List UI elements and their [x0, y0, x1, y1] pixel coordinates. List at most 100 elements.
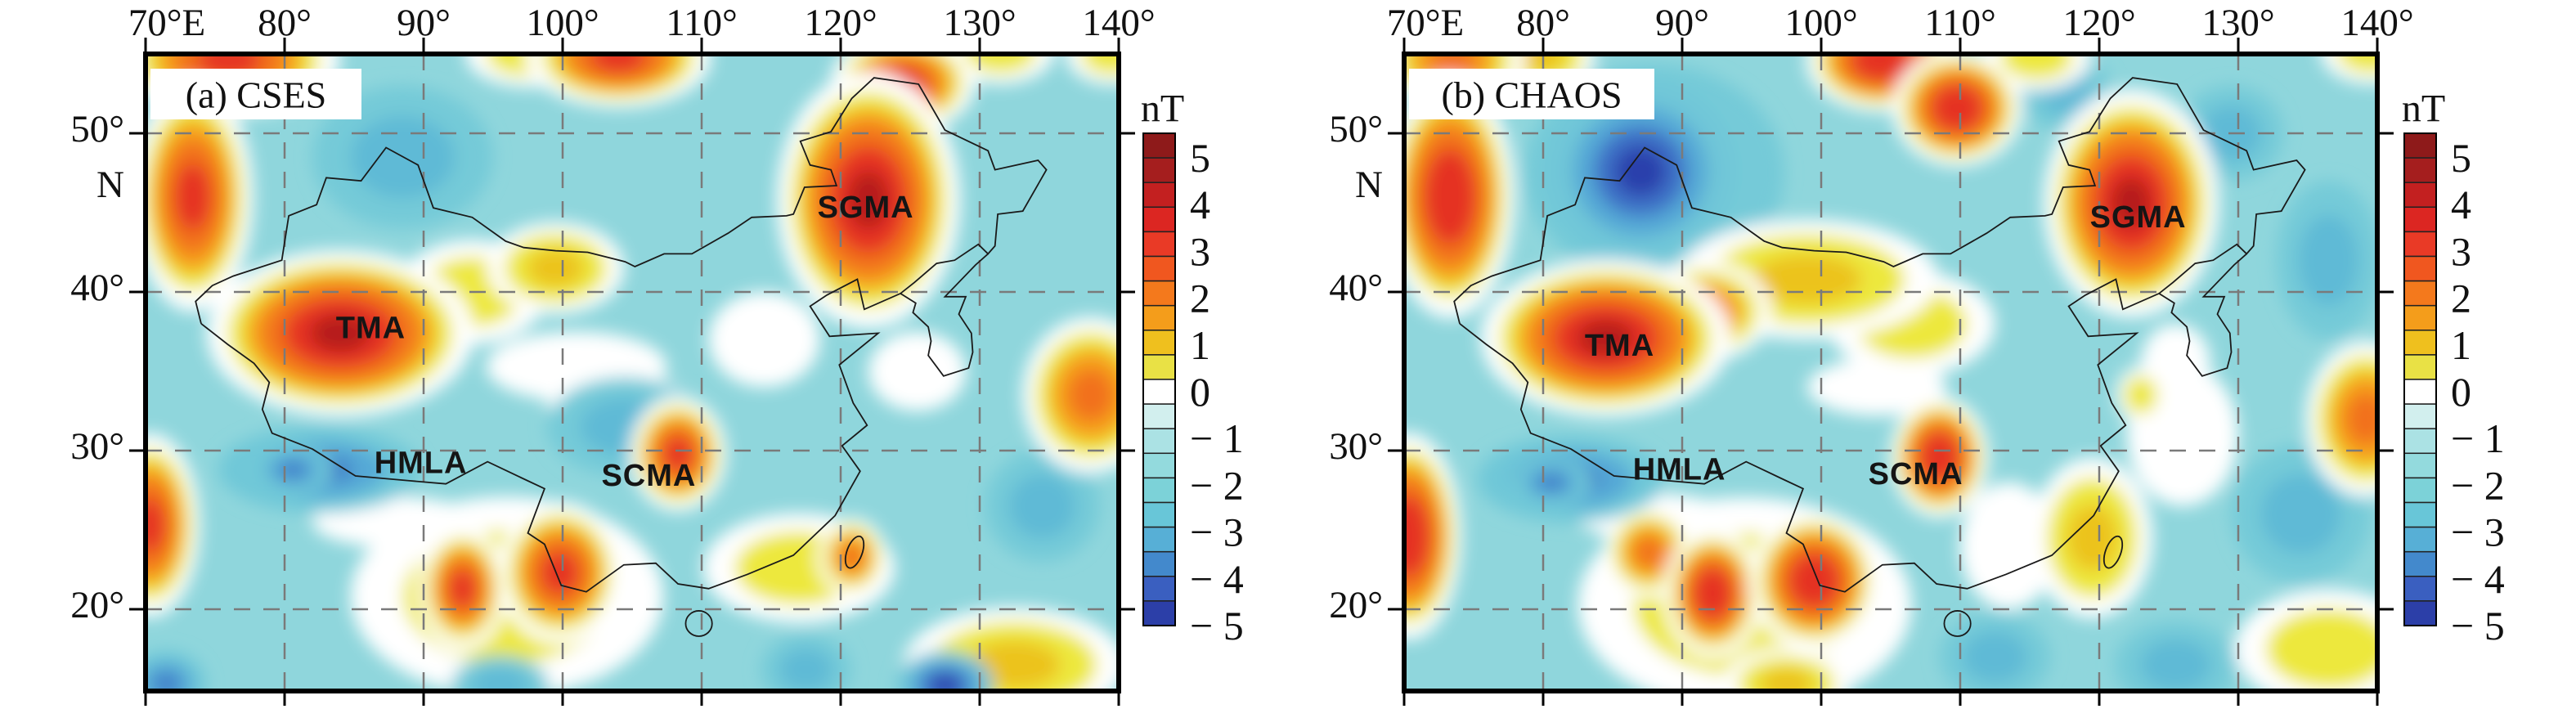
- colorbar-tick-label: − 3: [2451, 509, 2505, 555]
- colorbar-cell: [1142, 304, 1176, 331]
- left-axis-label: 30°: [70, 425, 124, 468]
- korea-coastline: [2158, 253, 2247, 377]
- hainan-outline: [1943, 610, 1972, 637]
- colorbar-cell: [1142, 132, 1176, 159]
- colorbar-tick-label: − 2: [1190, 462, 1244, 508]
- anomaly-blob: [1404, 496, 1429, 577]
- colorbar-cell: [1142, 157, 1176, 183]
- anomaly-blob: [2266, 609, 2377, 689]
- left-axis-label: N: [96, 164, 124, 206]
- colorbar-cell: [2403, 477, 2437, 504]
- anomaly-blob: [591, 54, 645, 72]
- colorbar-cell: [1142, 379, 1176, 405]
- anomaly-blob: [1081, 54, 1119, 75]
- colorbar-cell: [1142, 477, 1176, 504]
- colorbar-tick-label: 1: [1190, 322, 1210, 368]
- anomaly-blob: [1614, 146, 1667, 196]
- left-axis-label: 30°: [1329, 425, 1383, 468]
- colorbar-cell: [1142, 576, 1176, 602]
- map-frame: [1402, 52, 2380, 693]
- map-frame: [143, 52, 1121, 693]
- anomaly-blob: [1920, 433, 1959, 481]
- top-axis-label: 110°: [666, 2, 738, 44]
- anomaly-blob: [1694, 568, 1732, 619]
- colorbar-cell: [1142, 600, 1176, 626]
- anomaly-label: SGMA: [2090, 200, 2187, 235]
- anomaly-blob: [1634, 536, 1664, 568]
- anomaly-blob: [1960, 482, 2058, 610]
- anomaly-blob: [2000, 54, 2073, 80]
- anomaly-field: [1404, 54, 2377, 691]
- colorbar-tick-label: − 2: [2451, 462, 2505, 508]
- anomaly-blob: [1752, 254, 1862, 304]
- colorbar-tick-label: 2: [1190, 276, 1210, 321]
- colorbar-cell: [2403, 428, 2437, 455]
- colorbar-cell: [2403, 206, 2437, 233]
- anomaly-blob: [541, 552, 578, 594]
- anomaly-label: SGMA: [818, 191, 914, 225]
- left-axis-label: 50°: [1329, 108, 1383, 150]
- colorbar-tick-label: − 4: [2451, 556, 2505, 602]
- colorbar-cell: [2403, 452, 2437, 479]
- anomaly-blob: [1577, 321, 1634, 356]
- colorbar-cell: [1142, 354, 1176, 380]
- anomaly-field: [146, 54, 1119, 691]
- left-axis-label: 20°: [1329, 584, 1383, 626]
- left-axis-label: 40°: [1329, 267, 1383, 309]
- top-axis-label: 120°: [804, 2, 877, 44]
- anomaly-blob: [1538, 474, 1564, 491]
- anomaly-label: TMA: [1585, 329, 1654, 363]
- colorbar-cell: [1142, 231, 1176, 258]
- anomaly-label: SCMA: [601, 459, 696, 493]
- colorbar-tick-label: − 5: [2451, 603, 2505, 648]
- anomaly-blob: [1759, 668, 1814, 691]
- colorbar-cell: [2403, 501, 2437, 528]
- colorbar-cell: [2403, 379, 2437, 405]
- anomaly-blob: [2337, 54, 2377, 74]
- colorbar-tick-label: 2: [2451, 276, 2471, 321]
- top-axis-label: 90°: [397, 2, 451, 44]
- colorbar-cell: [2403, 157, 2437, 183]
- anomaly-blob: [1963, 631, 2027, 682]
- anomaly-blob: [153, 673, 180, 691]
- top-axis-label: 130°: [2201, 2, 2274, 44]
- colorbar-tick-label: 5: [1190, 135, 1210, 181]
- colorbar-tick-label: − 5: [1190, 603, 1244, 648]
- top-axis-label: 70°E: [1387, 2, 1465, 44]
- top-axis-label: 140°: [2340, 2, 2413, 44]
- colorbar-cell: [1142, 403, 1176, 429]
- china-border: [195, 77, 1048, 593]
- anomaly-blob: [779, 648, 832, 690]
- anomaly-blob: [2124, 375, 2158, 415]
- china-border: [1453, 77, 2306, 593]
- top-axis-label: 70°E: [128, 2, 206, 44]
- anomaly-blob: [2298, 214, 2359, 307]
- colorbar-cell: [2403, 403, 2437, 429]
- anomaly-blob: [840, 544, 864, 570]
- colorbar-tick-label: 5: [2451, 135, 2471, 181]
- colorbar-tick-label: − 3: [1190, 509, 1244, 555]
- left-axis-label: N: [1355, 164, 1383, 206]
- top-axis-label: 80°: [258, 2, 312, 44]
- anomaly-blob: [1009, 473, 1075, 539]
- anomaly-blob: [1068, 369, 1114, 421]
- colorbar-cell: [1142, 330, 1176, 356]
- anomaly-blob: [1425, 149, 1475, 245]
- anomaly-label: SCMA: [1869, 457, 1963, 491]
- colorbar-cell: [1142, 501, 1176, 528]
- colorbar-cell: [2403, 600, 2437, 626]
- colorbar-cell: [1142, 255, 1176, 282]
- colorbar-cell: [1142, 550, 1176, 577]
- anomaly-blob: [280, 461, 306, 478]
- anomaly-blob: [663, 437, 693, 471]
- left-axis-label: 40°: [70, 267, 124, 309]
- colorbar-cell: [2403, 304, 2437, 331]
- colorbar-cell: [2403, 231, 2437, 258]
- anomaly-blob: [964, 54, 1037, 74]
- map-panel: (a) CSES TMA SGMA HMLA SCMA: [146, 54, 1119, 691]
- taiwan-outline: [2103, 535, 2124, 569]
- colorbar-tick-label: 0: [1190, 369, 1210, 415]
- colorbar-tick-label: − 1: [1190, 415, 1244, 461]
